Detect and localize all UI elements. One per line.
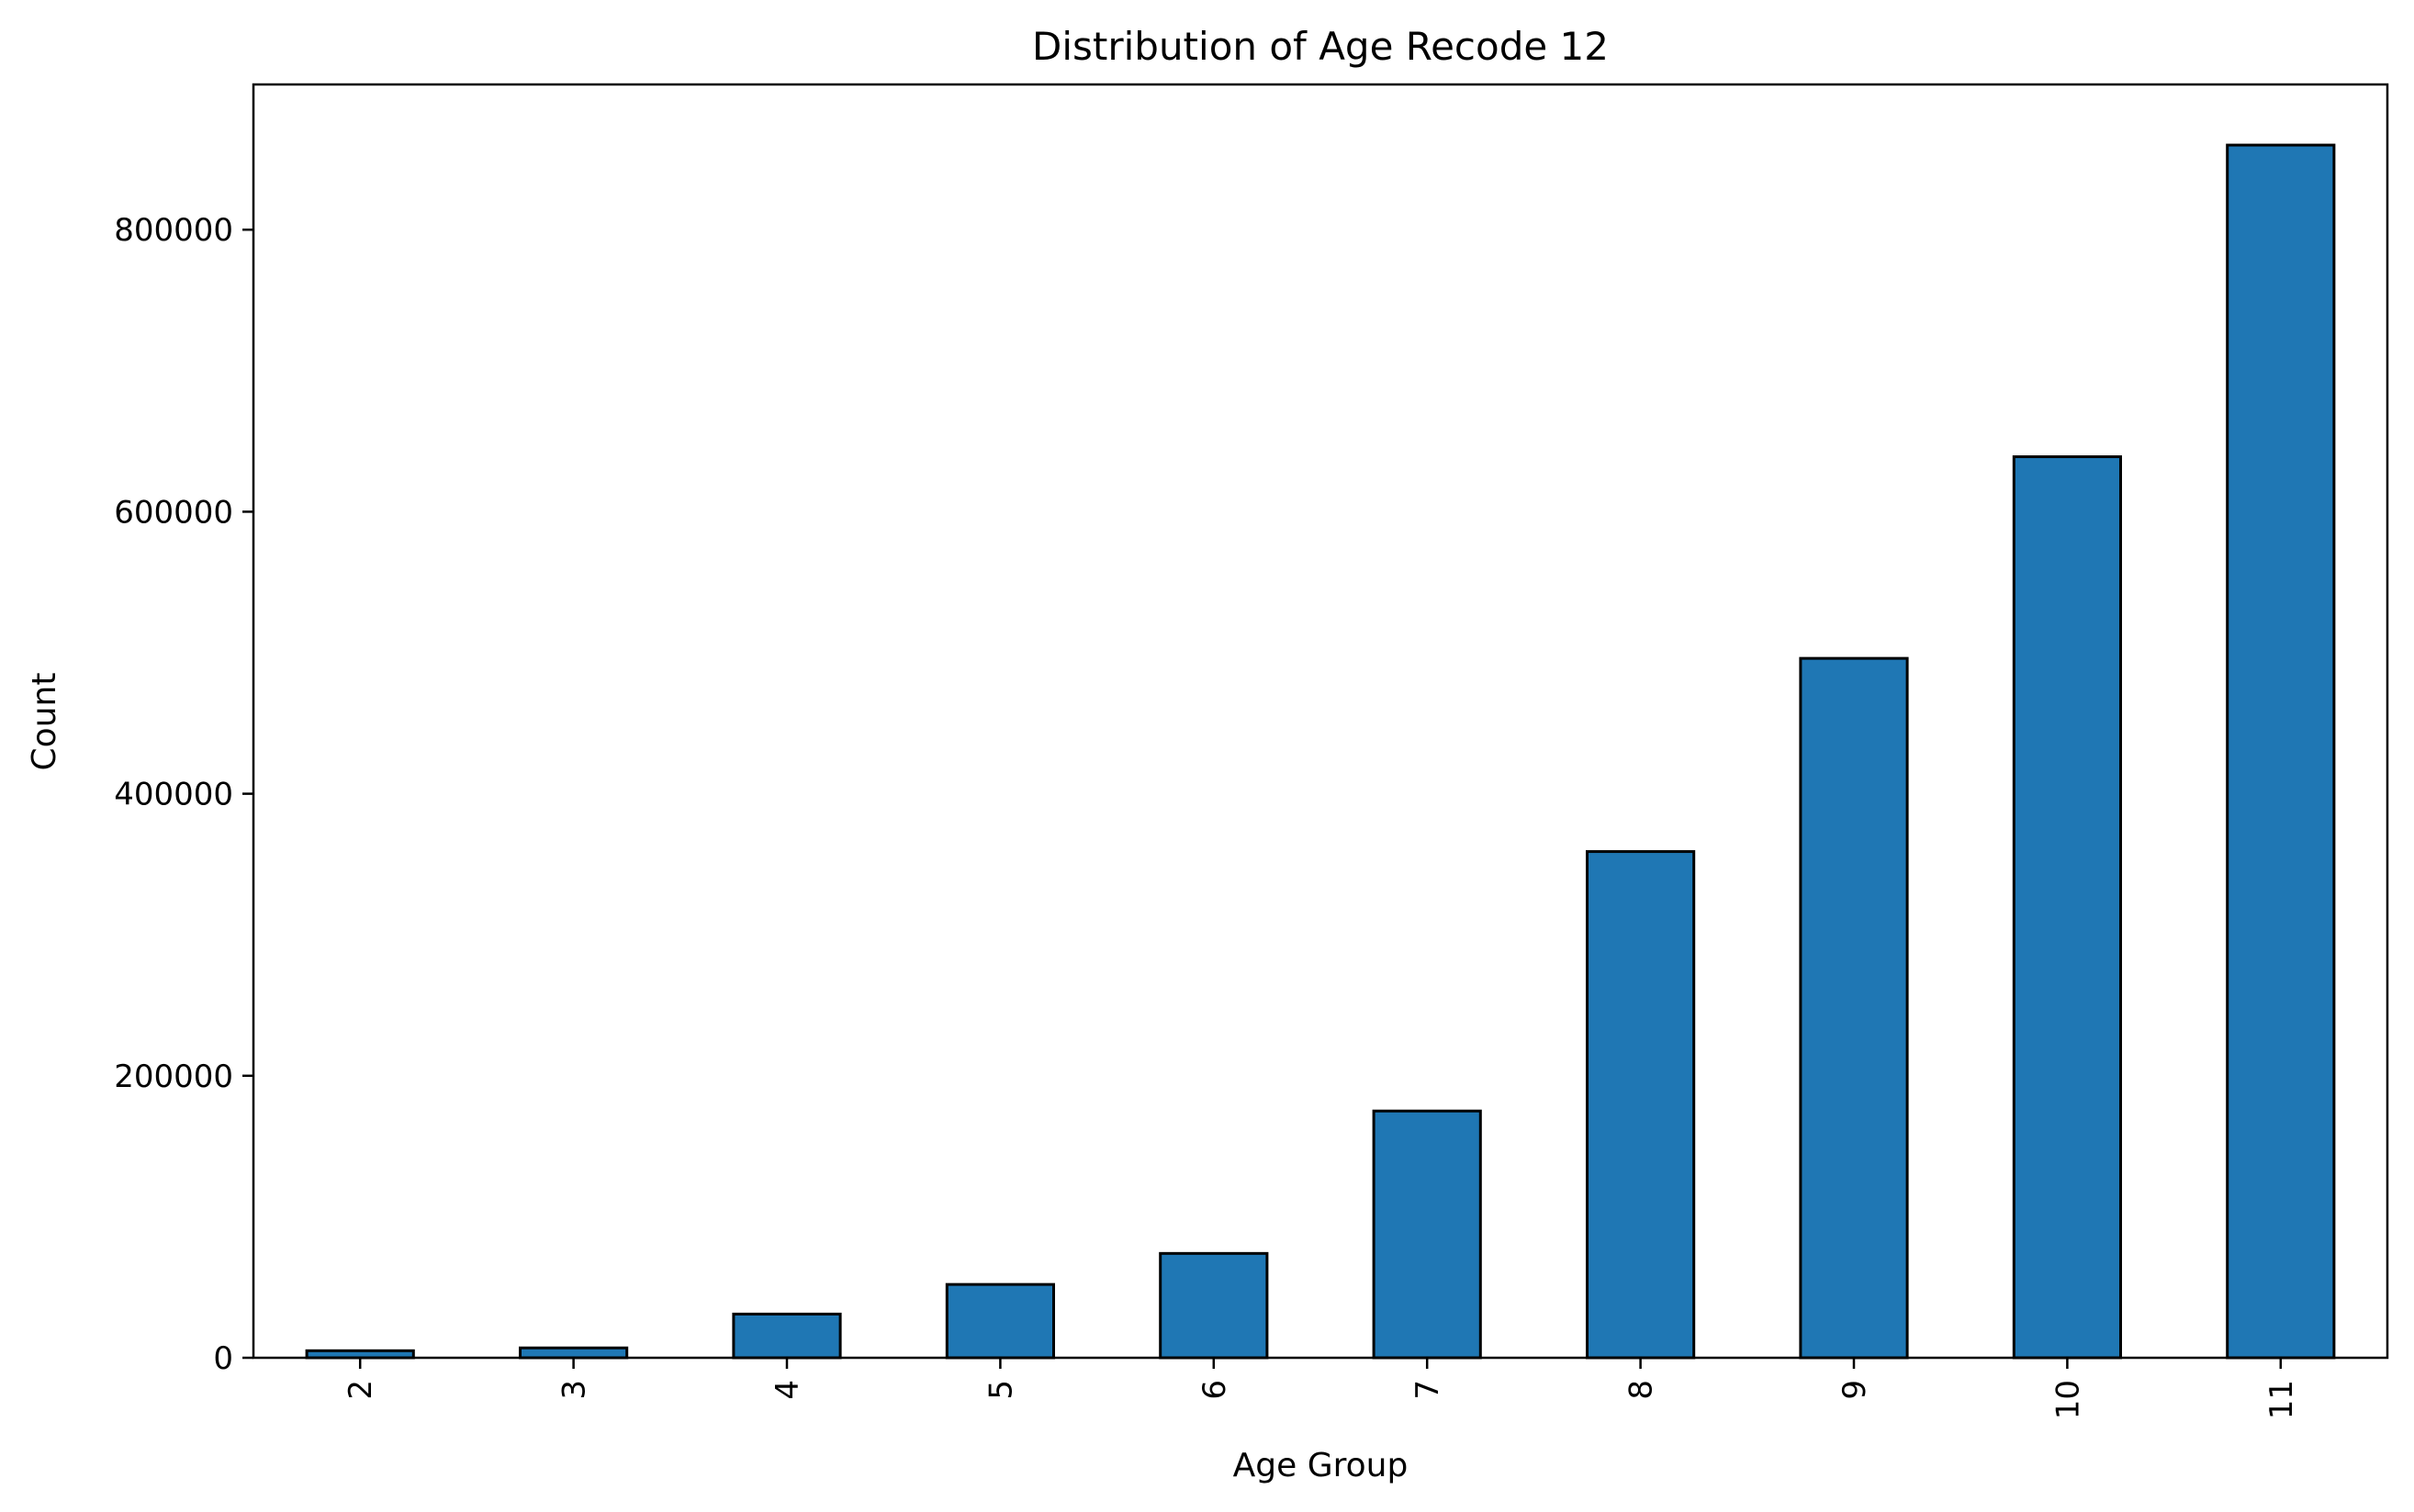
bar-9 — [1799, 656, 1909, 1360]
bar-11 — [2226, 143, 2336, 1360]
y-tick-label: 400000 — [114, 777, 233, 813]
bar-3 — [519, 1346, 629, 1360]
x-tick-label: 9 — [1836, 1380, 1873, 1400]
y-tick-label: 800000 — [114, 212, 233, 249]
bar-4 — [732, 1312, 842, 1360]
bar-6 — [1159, 1251, 1269, 1360]
x-tick-label: 3 — [556, 1380, 593, 1400]
chart-title: Distribution of Age Recode 12 — [1032, 24, 1609, 69]
plot-area: 0 200000 400000 600000 800000 2 3 4 5 6 7 8 9 10 11 — [114, 143, 2336, 1419]
x-tick-label: 10 — [2049, 1380, 2086, 1419]
x-tick-label: 4 — [769, 1380, 806, 1400]
bar-8 — [1586, 850, 1696, 1360]
bar-10 — [2012, 455, 2123, 1360]
y-tick-label: 0 — [213, 1340, 233, 1377]
x-tick-label: 8 — [1623, 1380, 1660, 1400]
y-tick-label: 600000 — [114, 494, 233, 531]
y-tick-label: 200000 — [114, 1058, 233, 1095]
x-tick-label: 11 — [2263, 1380, 2300, 1419]
x-tick-label: 7 — [1409, 1380, 1446, 1400]
x-tick-label: 2 — [342, 1380, 379, 1400]
y-axis-label: Count — [26, 673, 63, 771]
x-tick-label: 6 — [1196, 1380, 1233, 1400]
bar-5 — [945, 1282, 1056, 1360]
x-axis-label: Age Group — [1233, 1447, 1409, 1484]
bar-7 — [1372, 1109, 1482, 1360]
plot-frame — [252, 83, 2389, 1360]
x-tick-label: 5 — [982, 1380, 1019, 1400]
